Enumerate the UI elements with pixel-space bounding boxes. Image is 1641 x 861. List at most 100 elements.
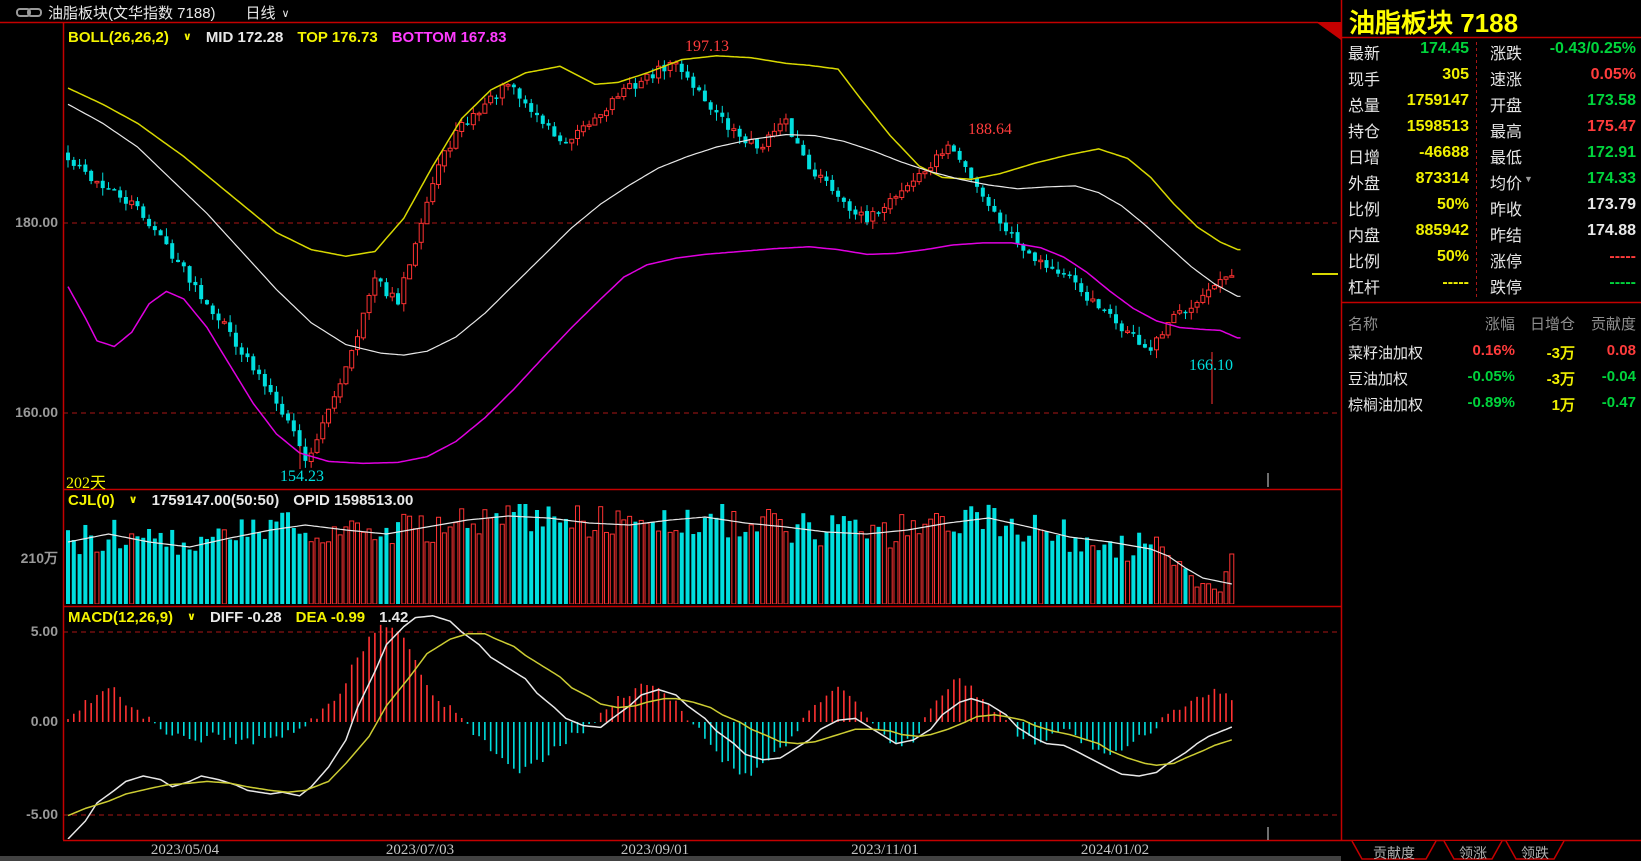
quote-value: 173.79	[1587, 196, 1636, 213]
quote-row: 现手 305 速涨 0.05%	[1341, 66, 1641, 89]
contrib-change: -0.89%	[1467, 394, 1515, 411]
quote-label: 总量	[1348, 98, 1381, 115]
boll-caret-icon[interactable]: ∨	[182, 31, 192, 43]
quote-row: 比例 50% 昨收 173.79	[1341, 196, 1641, 219]
contrib-row[interactable]: 棕榈油加权 -0.89% 1万 -0.47	[1341, 394, 1641, 414]
macd-caret-icon[interactable]: ∨	[187, 611, 196, 623]
contrib-degree: 0.08	[1606, 342, 1636, 359]
boll-name[interactable]: BOLL(26,26,2)	[68, 29, 169, 46]
quote-value: 175.47	[1587, 118, 1636, 135]
quote-value: 172.91	[1587, 144, 1636, 161]
contrib-row[interactable]: 菜籽油加权 0.16% -3万 0.08	[1341, 342, 1641, 362]
quote-value: 174.88	[1587, 222, 1636, 239]
quote-label: 比例	[1348, 202, 1381, 219]
quote-row: 内盘 885942 昨结 174.88	[1341, 222, 1641, 245]
macd-diff-value: DIFF -0.28	[209, 609, 282, 626]
quote-label: 现手	[1348, 72, 1381, 89]
contrib-header-cell: 涨幅	[1484, 316, 1515, 333]
contrib-row[interactable]: 豆油加权 -0.05% -3万 -0.04	[1341, 368, 1641, 388]
quote-value: 50%	[1436, 196, 1469, 213]
quote-label: 均价	[1490, 176, 1523, 193]
quote-value: 174.45	[1420, 40, 1469, 57]
quote-label: 日增	[1348, 150, 1381, 167]
cjl-caret-icon[interactable]: ∨	[128, 494, 138, 506]
quote-value: 173.58	[1587, 92, 1636, 109]
quote-value: 0.05%	[1590, 66, 1636, 83]
macd-bar-value: 1.42	[379, 609, 409, 626]
quote-rows: 最新 174.45 涨跌 -0.43/0.25% 现手 305 速涨 0.05% 总量 17591…	[1341, 0, 1641, 300]
quote-label: 开盘	[1490, 98, 1523, 115]
contrib-position-change: 1万	[1551, 397, 1575, 414]
boll-top-value: TOP 176.73	[297, 29, 378, 46]
quote-label: 内盘	[1348, 228, 1381, 245]
quote-value: 50%	[1436, 248, 1469, 265]
quote-row: 总量 1759147 开盘 173.58	[1341, 92, 1641, 115]
quote-label: 最新	[1348, 46, 1381, 63]
cjl-opid-value: OPID 1598513.00	[293, 492, 414, 509]
quote-label: 杠杆	[1348, 280, 1381, 297]
quote-value: 885942	[1415, 222, 1469, 239]
quote-value: -46688	[1419, 144, 1469, 161]
contrib-position-change: -3万	[1546, 345, 1575, 362]
quote-label: 持仓	[1348, 124, 1381, 141]
quote-label: 昨收	[1490, 202, 1523, 219]
contrib-header-row: 名称 涨幅 日增仓 贡献度	[1341, 313, 1641, 333]
quote-value: -----	[1609, 274, 1636, 291]
contribution-table: 名称 涨幅 日增仓 贡献度 菜籽油加权 0.16% -3万 0.08 豆油加权 -0.05% -3万…	[1341, 0, 1641, 420]
bars-count-label: 202天	[65, 475, 107, 492]
quote-label: 最低	[1490, 150, 1523, 167]
quote-value: 873314	[1415, 170, 1469, 187]
quote-label: 涨跌	[1490, 46, 1523, 63]
quote-row: 杠杆 ----- 跌停 -----	[1341, 274, 1641, 297]
window-header: 油脂板块(文华指数 7188) 日线 ∨	[16, 2, 290, 22]
quote-row: 最新 174.45 涨跌 -0.43/0.25%	[1341, 40, 1641, 63]
quote-value: -----	[1442, 274, 1469, 291]
quote-label: 最高	[1490, 124, 1523, 141]
quote-row: 日增 -46688 最低 172.91	[1341, 144, 1641, 167]
period-caret-icon[interactable]: ∨	[281, 7, 290, 20]
cjl-value: 1759147.00(50:50)	[151, 492, 280, 509]
tab-领跌[interactable]: 领跌	[1521, 845, 1549, 861]
cjl-name[interactable]: CJL(0)	[68, 492, 115, 509]
quote-row: 持仓 1598513 最高 175.47	[1341, 118, 1641, 141]
quote-value: 1759147	[1406, 92, 1469, 109]
link-icon[interactable]	[16, 7, 42, 18]
contrib-degree: -0.47	[1601, 394, 1636, 411]
contrib-header-cell: 日增仓	[1529, 316, 1575, 333]
contrib-name: 豆油加权	[1348, 371, 1409, 388]
boll-bottom-value: BOTTOM 167.83	[391, 29, 507, 46]
contrib-header-cell: 名称	[1348, 316, 1379, 333]
macd-name[interactable]: MACD(12,26,9)	[68, 609, 174, 626]
contrib-position-change: -3万	[1546, 371, 1575, 388]
quote-value: 174.33	[1587, 170, 1636, 187]
quote-label: 跌停	[1490, 280, 1523, 297]
quote-value: 1598513	[1406, 118, 1469, 135]
contrib-degree: -0.04	[1601, 368, 1636, 385]
quote-label: 速涨	[1490, 72, 1523, 89]
boll-mid-value: MID 172.28	[205, 29, 284, 46]
quote-row: 比例 50% 涨停 -----	[1341, 248, 1641, 271]
contrib-header-cell: 贡献度	[1590, 316, 1636, 333]
macd-indicator-header: MACD(12,26,9) ∨ DIFF -0.28 DEA -0.99 1.4…	[68, 609, 408, 626]
contrib-name: 菜籽油加权	[1348, 345, 1424, 362]
quote-panel-title: 油脂板块 7188	[1349, 8, 1519, 38]
tab-领涨[interactable]: 领涨	[1459, 845, 1487, 861]
quote-value: -0.43/0.25%	[1549, 40, 1636, 57]
avg-price-caret-icon[interactable]: ▼	[1524, 174, 1533, 184]
quote-label: 涨停	[1490, 254, 1523, 271]
tab-贡献度[interactable]: 贡献度	[1373, 845, 1415, 861]
contrib-name: 棕榈油加权	[1348, 397, 1424, 414]
quote-value: 305	[1442, 66, 1469, 83]
contrib-change: -0.05%	[1467, 368, 1515, 385]
quote-label: 外盘	[1348, 176, 1381, 193]
macd-dea-value: DEA -0.99	[295, 609, 366, 626]
quote-label: 比例	[1348, 254, 1381, 271]
quote-row: 外盘 873314 均价 ▼ 174.33	[1341, 170, 1641, 193]
boll-indicator-header: BOLL(26,26,2) ∨ MID 172.28 TOP 176.73 BO…	[68, 29, 506, 46]
period-selector[interactable]: 日线	[245, 4, 276, 22]
cjl-indicator-header: CJL(0) ∨ 1759147.00(50:50) OPID 1598513.…	[68, 492, 413, 509]
instrument-title: 油脂板块(文华指数 7188)	[48, 4, 216, 22]
